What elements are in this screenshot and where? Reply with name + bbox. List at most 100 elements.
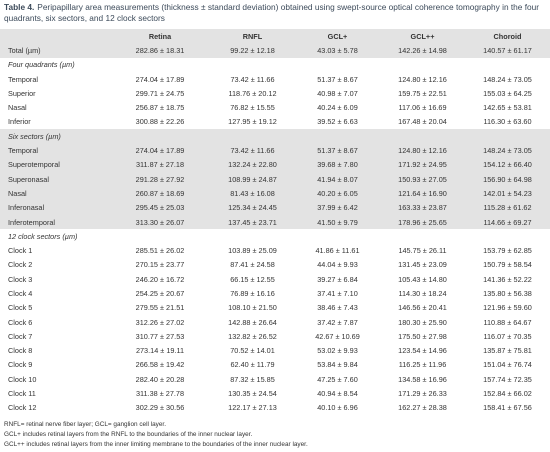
cell: 53.02 ± 9.93: [317, 346, 358, 356]
cell: 99.22 ± 12.18: [210, 43, 295, 58]
row-label: Clock 1: [8, 246, 33, 256]
table-row: Clock 3 246.20 ± 16.72 66.15 ± 12.55 39.27 …: [0, 272, 550, 286]
table-caption: Table 4. Peripapillary area measurements …: [4, 2, 544, 24]
cell: 302.29 ± 30.56: [135, 403, 185, 413]
cell: 73.42 ± 11.66: [210, 143, 295, 158]
row-label: Clock 5: [8, 303, 33, 313]
cell: 282.40 ± 20.28: [135, 374, 185, 384]
cell: 299.71 ± 24.75: [135, 88, 185, 98]
cell: 171.92 ± 24.95: [380, 157, 465, 172]
cell: 148.24 ± 73.05: [483, 74, 532, 84]
row-label: Nasal: [0, 186, 110, 201]
column-header: RNFL: [210, 29, 295, 44]
cell: 37.42 ± 7.87: [317, 317, 358, 327]
cell: 132.24 ± 22.80: [210, 157, 295, 172]
cell: 246.20 ± 16.72: [135, 274, 185, 284]
cell: 134.58 ± 16.96: [398, 374, 447, 384]
cell: 40.24 ± 6.09: [317, 103, 358, 113]
cell: 142.65 ± 53.81: [483, 103, 532, 113]
cell: 310.77 ± 27.53: [135, 331, 185, 341]
cell: 295.45 ± 25.03: [110, 200, 210, 215]
cell: 53.84 ± 9.84: [317, 360, 358, 370]
column-header: GCL+: [295, 29, 380, 44]
column-header: GCL++: [380, 29, 465, 44]
table-row: Clock 4 254.25 ± 20.67 76.89 ± 16.16 37.41 …: [0, 286, 550, 300]
cell: 274.04 ± 17.89: [135, 74, 185, 84]
header-row: Retina RNFL GCL+ GCL++ Choroid: [0, 29, 550, 44]
cell: 39.27 ± 6.84: [317, 274, 358, 284]
cell: 87.32 ± 15.85: [230, 374, 275, 384]
footnote: GCL++ includes retinal layers from the i…: [4, 441, 308, 448]
cell: 108.99 ± 24.87: [210, 171, 295, 187]
cell: 150.79 ± 58.54: [483, 260, 532, 270]
header-cell: [0, 29, 110, 44]
cell: 43.03 ± 5.78: [295, 43, 380, 58]
row-label: Clock 12: [8, 403, 37, 413]
footnote: GCL+ includes retinal layers from the RN…: [4, 431, 253, 438]
row-label: Temporal: [0, 143, 110, 158]
row-label: Clock 2: [8, 260, 33, 270]
table-row: Clock 11 311.38 ± 27.78 130.35 ± 24.54 40.9…: [0, 386, 550, 400]
row-label: Clock 4: [8, 288, 33, 298]
row-label: Clock 7: [8, 331, 33, 341]
cell: 142.01 ± 54.23: [465, 186, 550, 201]
cell: 285.51 ± 26.02: [135, 246, 185, 256]
cell: 155.03 ± 64.25: [483, 88, 532, 98]
row-label: Superotemporal: [0, 157, 110, 172]
cell: 158.41 ± 67.56: [483, 403, 532, 413]
cell: 41.50 ± 9.79: [295, 214, 380, 230]
cell: 87.41 ± 24.58: [230, 260, 275, 270]
cell: 124.80 ± 12.16: [380, 143, 465, 158]
cell: 171.29 ± 26.33: [398, 389, 447, 399]
cell: 260.87 ± 18.69: [110, 186, 210, 201]
cell: 41.94 ± 8.07: [295, 171, 380, 187]
cell: 110.88 ± 64.67: [483, 317, 532, 327]
table-row: Clock 10 282.40 ± 20.28 87.32 ± 15.85 47.25…: [0, 372, 550, 386]
cell: 117.06 ± 16.69: [398, 103, 447, 113]
table-row: Clock 1 285.51 ± 26.02 103.89 ± 25.09 41.86…: [0, 243, 550, 257]
cell: 44.04 ± 9.93: [317, 260, 358, 270]
row-label: Temporal: [8, 74, 39, 84]
cell: 312.26 ± 27.02: [135, 317, 185, 327]
cell: 39.68 ± 7.80: [295, 157, 380, 172]
cell: 81.43 ± 16.08: [210, 186, 295, 201]
table-row: Clock 8 273.14 ± 19.11 70.52 ± 14.01 53.02 …: [0, 344, 550, 358]
cell: 132.82 ± 26.52: [228, 331, 277, 341]
cell: 137.45 ± 23.71: [210, 214, 295, 230]
cell: 140.57 ± 61.17: [465, 43, 550, 58]
row-label: Total (µm): [0, 43, 110, 58]
table-row: Temporal 274.04 ± 17.89 73.42 ± 11.66 51.37…: [0, 72, 550, 86]
table-row: Superior 299.71 ± 24.75 118.76 ± 20.12 40.9…: [0, 86, 550, 100]
row-label: Clock 3: [8, 274, 33, 284]
cell: 125.34 ± 24.45: [210, 200, 295, 215]
cell: 62.40 ± 11.79: [230, 360, 275, 370]
cell: 114.30 ± 18.24: [398, 288, 447, 298]
table-row: Clock 9 266.58 ± 19.42 62.40 ± 11.79 53.84 …: [0, 358, 550, 372]
row-label: Inferotemporal: [0, 214, 110, 230]
section-row: 12 clock sectors (µm): [0, 229, 550, 243]
table-row: Inferotemporal 313.30 ± 26.07 137.45 ± 23.…: [0, 214, 550, 230]
cell: 151.04 ± 76.74: [483, 360, 532, 370]
cell: 146.56 ± 20.41: [398, 303, 447, 313]
cell: 122.17 ± 27.13: [228, 403, 277, 413]
cell: 162.27 ± 28.38: [398, 403, 447, 413]
cell: 311.87 ± 27.18: [110, 157, 210, 172]
cell: 73.42 ± 11.66: [230, 74, 275, 84]
footnote: RNFL= retinal nerve fiber layer; GCL= ga…: [4, 421, 166, 428]
column-header: Retina: [110, 29, 210, 44]
row-label: Clock 8: [8, 346, 33, 356]
table-row: Nasal 260.87 ± 18.69 81.43 ± 16.08 40.20 ± …: [0, 186, 550, 201]
cell: 51.37 ± 8.67: [295, 143, 380, 158]
cell: 37.99 ± 6.42: [295, 200, 380, 215]
cell: 105.43 ± 14.80: [398, 274, 447, 284]
cell: 51.37 ± 8.67: [317, 74, 358, 84]
cell: 163.33 ± 23.87: [380, 200, 465, 215]
section-heading: Six sectors (µm): [0, 129, 550, 144]
cell: 266.58 ± 19.42: [135, 360, 185, 370]
data-table: Retina RNFL GCL+ GCL++ Choroid Total (µm) 282.…: [0, 29, 550, 415]
cell: 135.87 ± 75.81: [483, 346, 532, 356]
cell: 42.67 ± 10.69: [315, 331, 360, 341]
cell: 121.96 ± 59.60: [483, 303, 532, 313]
cell: 273.14 ± 19.11: [135, 346, 185, 356]
